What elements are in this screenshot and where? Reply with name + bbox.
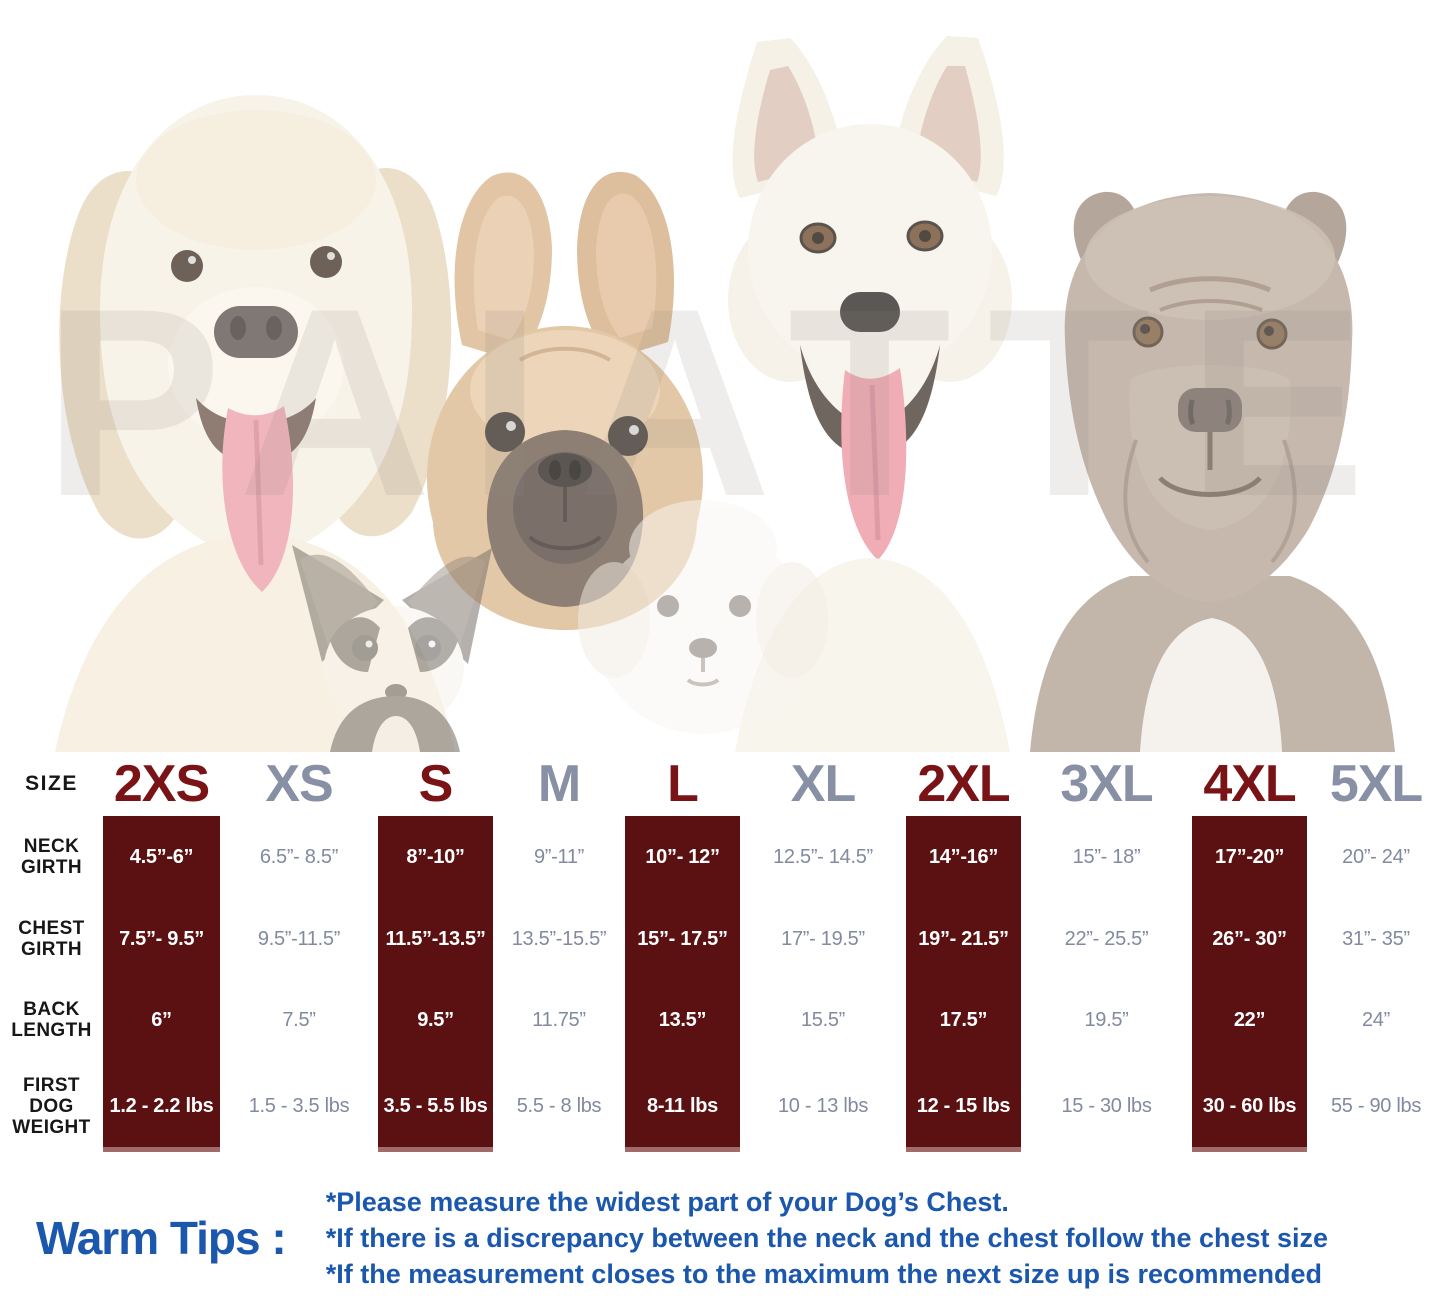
golden-retriever-photo <box>55 95 455 752</box>
size-col-5xl: 5XL <box>1329 755 1423 813</box>
cell-neck-2xl: 14”-16” <box>906 816 1021 898</box>
cell-weight-2xs: 1.2 - 2.2 lbs <box>103 1060 220 1152</box>
cell-neck-xs: 6.5”- 8.5” <box>259 845 339 868</box>
white-german-shepherd-photo <box>728 36 1012 752</box>
neck-girth-row: NECK GIRTH 4.5”-6” 6.5”- 8.5” 8”-10” 9”-… <box>0 816 1445 898</box>
back-length-row: BACK LENGTH 6” 7.5” 9.5” 11.75” 13.5” 15… <box>0 980 1445 1060</box>
white-wash-overlay <box>0 0 1445 752</box>
row-label-back-length: BACK LENGTH <box>11 999 92 1041</box>
row-label-chest-girth: CHEST GIRTH <box>18 918 85 960</box>
size-col-3xl: 3XL <box>1060 755 1153 813</box>
cell-chest-xl: 17”- 19.5” <box>781 927 865 950</box>
cell-weight-l: 8-11 lbs <box>625 1060 740 1152</box>
cell-back-xs: 7.5” <box>282 1008 316 1031</box>
cell-chest-4xl: 26”- 30” <box>1192 898 1307 980</box>
size-col-4xl: 4XL <box>1203 755 1296 813</box>
cell-chest-l: 15”- 17.5” <box>625 898 740 980</box>
cell-back-3xl: 19.5” <box>1084 1008 1129 1031</box>
warm-tip-2: *If there is a discrepancy between the n… <box>325 1223 1329 1253</box>
warm-tips-list: *Please measure the widest part of your … <box>326 1184 1328 1292</box>
size-corner-label: SIZE <box>25 772 78 795</box>
cell-weight-2xl: 12 - 15 lbs <box>906 1060 1021 1152</box>
warm-tip-3: *If the measurement closes to the maximu… <box>325 1259 1323 1289</box>
cell-weight-xs: 1.5 - 3.5 lbs <box>248 1094 350 1117</box>
hero-dog-photos: PAIATTE <box>0 0 1445 752</box>
bichon-frise-photo <box>578 500 828 734</box>
cell-back-l: 13.5” <box>625 980 740 1060</box>
cell-neck-4xl: 17”-20” <box>1192 816 1307 898</box>
cell-weight-s: 3.5 - 5.5 lbs <box>378 1060 493 1152</box>
row-label-first-dog-weight: FIRST DOG WEIGHT <box>12 1074 91 1138</box>
dogs-illustration <box>0 0 1445 752</box>
cell-weight-4xl: 30 - 60 lbs <box>1192 1060 1307 1152</box>
size-col-l: L <box>667 755 699 813</box>
size-col-xl: XL <box>790 755 856 813</box>
cell-neck-3xl: 15”- 18” <box>1072 845 1141 868</box>
cell-back-2xl: 17.5” <box>906 980 1021 1060</box>
chest-girth-row: CHEST GIRTH 7.5”- 9.5” 9.5”-11.5” 11.5”-… <box>0 898 1445 980</box>
cell-back-5xl: 24” <box>1361 1008 1390 1031</box>
cell-neck-l: 10”- 12” <box>625 816 740 898</box>
cell-neck-5xl: 20”- 24” <box>1342 845 1410 868</box>
cell-chest-3xl: 22”- 25.5” <box>1064 927 1149 950</box>
pit-bull-photo <box>1030 191 1395 752</box>
cell-back-4xl: 22” <box>1192 980 1307 1060</box>
size-table: SIZE 2XS XS S M L XL 2XL 3XL 4XL 5XL NEC… <box>0 752 1445 1152</box>
cell-chest-2xs: 7.5”- 9.5” <box>103 898 220 980</box>
cell-neck-2xs: 4.5”-6” <box>103 816 220 898</box>
cell-weight-5xl: 55 - 90 lbs <box>1330 1094 1422 1117</box>
cell-neck-xl: 12.5”- 14.5” <box>773 845 873 868</box>
warm-tips-section: Warm Tips : *Please measure the widest p… <box>0 1184 1445 1292</box>
size-header-row: SIZE 2XS XS S M L XL 2XL 3XL 4XL 5XL <box>0 752 1445 816</box>
cell-neck-m: 9”-11” <box>533 845 585 868</box>
cell-back-2xs: 6” <box>103 980 220 1060</box>
cell-back-s: 9.5” <box>378 980 493 1060</box>
cell-weight-xl: 10 - 13 lbs <box>777 1094 869 1117</box>
cell-chest-m: 13.5”-15.5” <box>511 927 607 950</box>
cell-chest-xs: 9.5”-11.5” <box>257 927 341 950</box>
size-col-2xs: 2XS <box>113 755 210 813</box>
size-col-m: M <box>537 755 581 813</box>
first-dog-weight-row: FIRST DOG WEIGHT 1.2 - 2.2 lbs 1.5 - 3.5… <box>0 1060 1445 1152</box>
cell-back-xl: 15.5” <box>800 1008 846 1031</box>
row-label-neck-girth: NECK GIRTH <box>20 836 83 878</box>
size-col-xs: XS <box>265 755 333 813</box>
cell-back-m: 11.75” <box>532 1008 586 1031</box>
cell-weight-3xl: 15 - 30 lbs <box>1061 1094 1152 1117</box>
warm-tips-label: Warm Tips : <box>36 1212 287 1264</box>
warm-tip-1: *Please measure the widest part of your … <box>325 1187 1009 1217</box>
chihuahua-photo <box>292 545 492 752</box>
cell-chest-5xl: 31”- 35” <box>1342 927 1410 950</box>
size-col-s: S <box>418 755 454 813</box>
cell-chest-s: 11.5”-13.5” <box>378 898 493 980</box>
cell-chest-2xl: 19”- 21.5” <box>906 898 1021 980</box>
cell-weight-m: 5.5 - 8 lbs <box>516 1094 602 1117</box>
cell-neck-s: 8”-10” <box>378 816 493 898</box>
size-col-2xl: 2XL <box>917 755 1010 813</box>
